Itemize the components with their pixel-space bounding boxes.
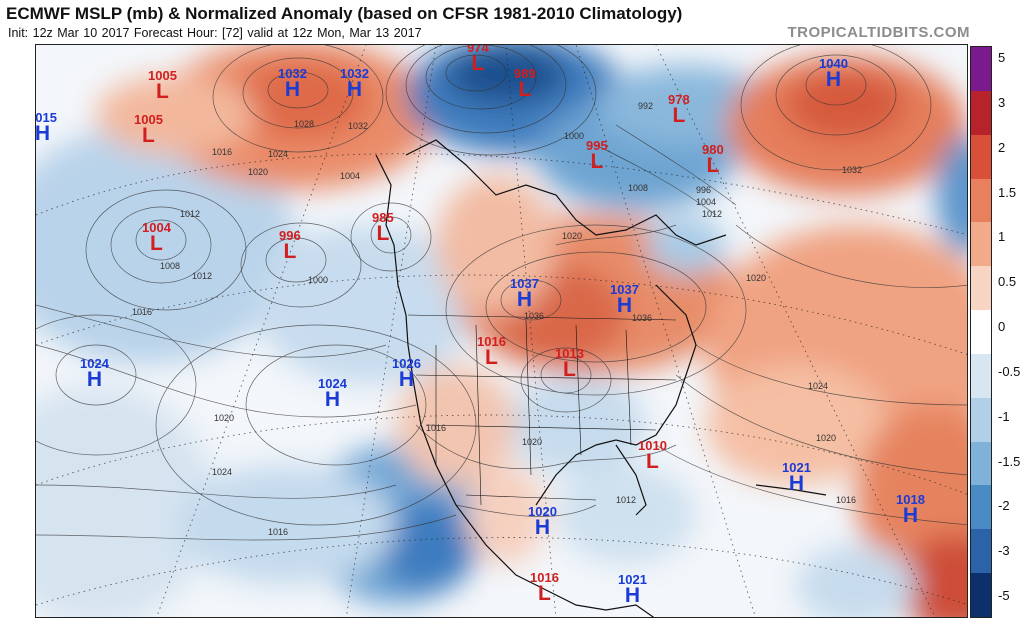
pressure-center-high: 1024 H [318,376,347,411]
brand-watermark: TROPICALTIDBITS.COM [787,24,970,41]
isobar-label: 1032 [348,121,369,131]
isobar-label: 1020 [816,433,837,443]
map-subtitle: Init: 12z Mar 10 2017 Forecast Hour: [72… [8,26,422,40]
isobar-label: 1012 [180,209,201,219]
colorbar-segment [971,134,991,180]
pressure-center-high: 1032 H [278,66,307,101]
colorbar-segment [971,529,991,574]
isobar-label: 1016 [212,147,233,157]
isobar-label: 1000 [308,275,329,285]
pressure-center-low: 974 L [467,44,489,75]
colorbar-tick-label: 1 [998,229,1006,245]
pressure-center-high: 1021 H [782,460,811,495]
isobar-label: 1024 [808,381,829,391]
colorbar-segment [971,222,991,267]
colorbar-tick-label: 5 [998,50,1006,65]
isobar-label: 1016 [132,307,153,317]
isobar-label: 996 [696,185,712,195]
isobar-label: 1020 [248,167,269,177]
pressure-center-low: 1016 L [530,570,559,605]
pressure-center-high: 1032 H [340,66,369,101]
colorbar-segment [971,90,991,136]
state-borders [407,314,677,506]
map-canvas [36,45,967,617]
isobar-label: 1036 [632,313,653,323]
colorbar-segment [971,310,991,355]
colorbar-segment [971,485,991,530]
pressure-center-high: 1040 H [819,56,848,91]
isobar-lines [36,45,967,541]
isobar-label: 1016 [268,527,289,537]
colorbar-segment [971,47,991,92]
map-title: ECMWF MSLP (mb) & Normalized Anomaly (ba… [6,4,683,23]
pressure-center-low: 985 L [372,210,394,245]
colorbar-tick-label: -1.5 [998,453,1021,469]
isobar-label: 1016 [836,495,857,505]
colorbar-tick-label: -3 [998,543,1010,559]
isobar-label: 1016 [426,423,447,433]
pressure-center-low: 1004 L [142,220,171,255]
colorbar-segment [971,353,991,399]
isobar-label: 1012 [192,271,213,281]
isobar-label: 1020 [746,273,767,283]
pressure-center-low: 1005 L [148,68,177,103]
pressure-center-low: 1016 L [477,334,506,369]
isobar-label: 1020 [562,231,583,241]
isobar-label: 1012 [702,209,723,219]
pressure-center-high: 1018 H [896,492,925,527]
pressure-center-low: 995 L [586,138,608,173]
isobar-label: 1004 [696,197,717,207]
isobar-label: 1008 [160,261,181,271]
colorbar-tick-label: -1 [998,408,1010,424]
isobar-label: 1024 [212,467,233,477]
isobar-label: 1036 [524,311,545,321]
isobar-label: 1028 [294,119,315,129]
pressure-center-high: 1037 H [610,282,639,317]
pressure-center-low: 978 L [668,92,690,127]
colorbar-segment [971,178,991,223]
colorbar-tick-label: 0.5 [998,274,1017,290]
isobar-label: 992 [638,101,654,111]
isobar-label: 1020 [214,413,235,423]
colorbar-segment [971,573,991,618]
isobar-label: 1000 [564,131,585,141]
isobar-label: 1020 [522,437,543,447]
anomaly-colorbar [970,46,992,618]
colorbar-tick-label: 3 [998,94,1006,110]
pressure-center-high: 1021 H [618,572,647,607]
isobar-label: 1008 [628,183,649,193]
isobar-label: 1032 [842,165,863,175]
pressure-center-high: 1020 H [528,504,557,539]
pressure-center-low: 1010 L [638,438,667,473]
colorbar-segment [971,266,991,311]
colorbar-segment [971,441,991,486]
pressure-center-high: 1037 H [510,276,539,311]
isobar-label: 1004 [340,171,361,181]
map-header: ECMWF MSLP (mb) & Normalized Anomaly (ba… [0,0,1024,44]
colorbar-tick-label: 1.5 [998,184,1017,200]
colorbar-segment [971,397,991,443]
graticule [36,45,967,617]
pressure-center-low: 1013 L [555,346,584,381]
isobar-label: 1024 [268,149,289,159]
colorbar-tick-label: -0.5 [998,363,1021,379]
anomaly-shading [36,45,967,617]
coastlines [375,139,827,617]
pressure-center-high: 1026 H [392,356,421,391]
pressure-center-low: 980 L [702,142,724,177]
colorbar-tick-label: -5 [998,588,1010,603]
pressure-center-low: 996 L [279,228,301,263]
pressure-center-low: 1005 L [134,112,163,147]
colorbar-tick-label: -2 [998,498,1010,514]
colorbar-tick-label: 0 [998,319,1006,334]
pressure-center-low: 989 L [514,66,536,101]
pressure-center-high: 1015H [35,110,57,145]
colorbar-tick-label: 2 [998,139,1006,155]
pressure-center-high: 1024 H [80,356,109,391]
isobar-label: 1012 [616,495,637,505]
